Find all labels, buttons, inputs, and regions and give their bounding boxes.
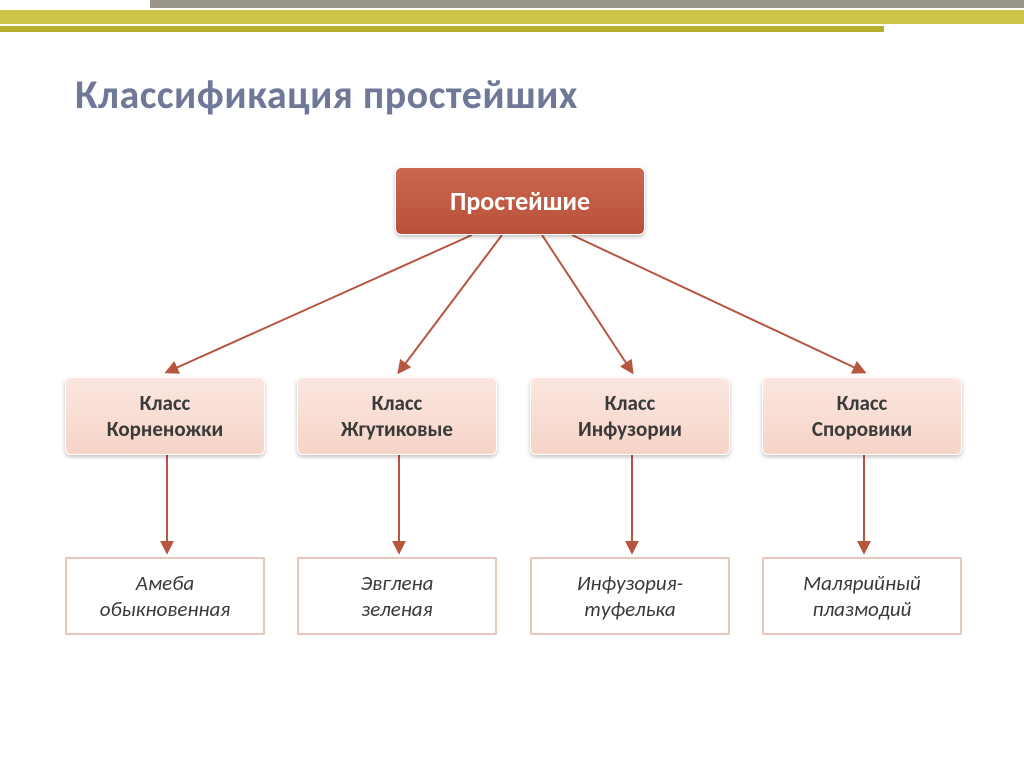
example-node-4: Малярийный плазмодий <box>762 557 962 635</box>
class-node-4: Класс Споровики <box>762 377 962 455</box>
slide-content: Классификация простейших Простейшие Клас… <box>65 70 969 737</box>
class-2-line2: Жгутиковые <box>341 416 453 442</box>
example-4-line1: Малярийный <box>803 570 921 596</box>
root-node: Простейшие <box>395 167 645 235</box>
example-node-2: Эвглена зеленая <box>297 557 497 635</box>
decor-bar-grey <box>150 0 1024 8</box>
class-1-line1: Класс <box>140 390 191 416</box>
class-4-line1: Класс <box>837 390 888 416</box>
root-label: Простейшие <box>450 185 590 218</box>
class-node-2: Класс Жгутиковые <box>297 377 497 455</box>
example-node-1: Амеба обыкновенная <box>65 557 265 635</box>
class-1-line2: Корненожки <box>107 416 223 442</box>
example-node-3: Инфузория- туфелька <box>530 557 730 635</box>
classification-diagram: Простейшие Класс Корненожки Класс Жгутик… <box>65 167 969 687</box>
example-1-line1: Амеба <box>136 570 194 596</box>
example-3-line2: туфелька <box>584 596 675 622</box>
example-2-line1: Эвглена <box>361 570 434 596</box>
decor-bar-olive-2 <box>0 26 884 32</box>
example-2-line2: зеленая <box>361 596 432 622</box>
class-4-line2: Споровики <box>812 416 912 442</box>
decor-bar-olive-1 <box>0 10 1024 24</box>
example-4-line2: плазмодий <box>813 596 912 622</box>
class-node-3: Класс Инфузории <box>530 377 730 455</box>
slide-title: Классификация простейших <box>75 70 969 119</box>
class-3-line1: Класс <box>605 390 656 416</box>
class-node-1: Класс Корненожки <box>65 377 265 455</box>
example-3-line1: Инфузория- <box>577 570 683 596</box>
class-3-line2: Инфузории <box>578 416 682 442</box>
class-2-line1: Класс <box>372 390 423 416</box>
example-1-line2: обыкновенная <box>100 596 231 622</box>
